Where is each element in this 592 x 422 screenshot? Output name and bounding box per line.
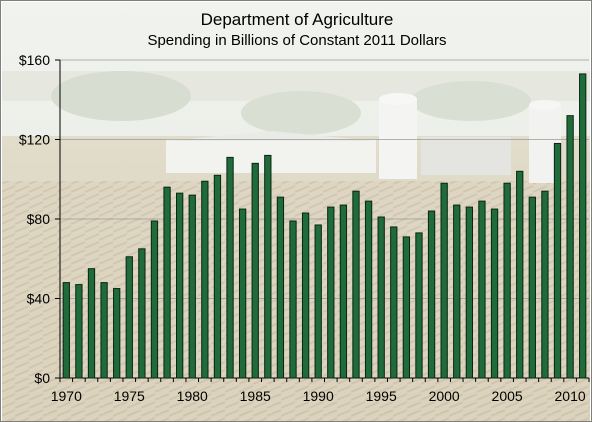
bar-1973: [100, 282, 108, 379]
axes: [55, 59, 590, 382]
bar-1983: [226, 156, 234, 379]
bar-1994: [364, 200, 373, 379]
chart-title: Department of Agriculture: [200, 10, 394, 29]
bar-1987: [276, 196, 285, 379]
x-tick-labels: 1970 1975 1980 1985 1990 1995 2000 2005 2010: [51, 388, 586, 404]
y-tick-label: $40: [27, 291, 51, 307]
bar-1990: [314, 224, 322, 379]
bar-1975: [125, 256, 133, 379]
bar-1979: [176, 192, 184, 379]
x-tick-label: 1990: [303, 388, 334, 404]
bar-2000: [440, 182, 448, 379]
bar-1985: [251, 162, 259, 379]
bar-1980: [188, 194, 196, 379]
x-tick-label: 1970: [51, 388, 82, 404]
x-tick-label: 1985: [240, 388, 271, 404]
bar-1970: [62, 282, 70, 379]
bar-2010: [566, 115, 574, 379]
y-tick-labels: $0 $40 $80 $120 $160: [19, 52, 50, 386]
bar-1984: [238, 208, 247, 379]
x-tick-label: 1975: [114, 388, 145, 404]
bar-1988: [289, 220, 297, 379]
bar-1972: [87, 268, 96, 379]
x-tick-label: 2000: [429, 388, 460, 404]
y-tick-label: $0: [34, 370, 50, 386]
bar-1977: [150, 220, 159, 379]
y-tick-label: $120: [19, 132, 50, 148]
bar-1998: [415, 232, 423, 379]
x-tick-label: 1980: [177, 388, 208, 404]
bar-1995: [377, 216, 385, 379]
bar-1982: [213, 174, 222, 379]
bar-1971: [75, 284, 83, 379]
bar-series: [62, 73, 587, 379]
x-tick-label: 2010: [555, 388, 586, 404]
y-tick-label: $80: [27, 211, 51, 227]
bar-1976: [138, 248, 146, 379]
bar-1991: [327, 206, 335, 379]
bar-1978: [163, 186, 171, 379]
bar-2004: [490, 208, 499, 379]
chart-subtitle: Spending in Billions of Constant 2011 Do…: [147, 32, 447, 49]
bar-2011: [579, 73, 587, 379]
gridlines: [60, 59, 589, 299]
bar-1999: [427, 210, 436, 379]
bar-2007: [528, 196, 536, 379]
x-tick-label: 1995: [366, 388, 397, 404]
bar-1993: [352, 190, 360, 379]
bar-2003: [478, 200, 486, 379]
bar-2008: [541, 190, 549, 379]
bar-2001: [453, 204, 461, 379]
x-tick-label: 2005: [492, 388, 523, 404]
bar-2006: [516, 170, 524, 379]
bar-2009: [553, 142, 562, 379]
bar-1981: [201, 180, 209, 379]
bar-1974: [113, 288, 121, 379]
bar-2002: [465, 206, 474, 379]
bar-2005: [503, 182, 511, 379]
bar-1989: [301, 212, 310, 379]
bar-1986: [264, 154, 272, 379]
bar-1992: [339, 204, 348, 379]
bar-1996: [390, 226, 398, 379]
y-tick-label: $160: [19, 52, 50, 68]
bar-1997: [402, 236, 411, 379]
